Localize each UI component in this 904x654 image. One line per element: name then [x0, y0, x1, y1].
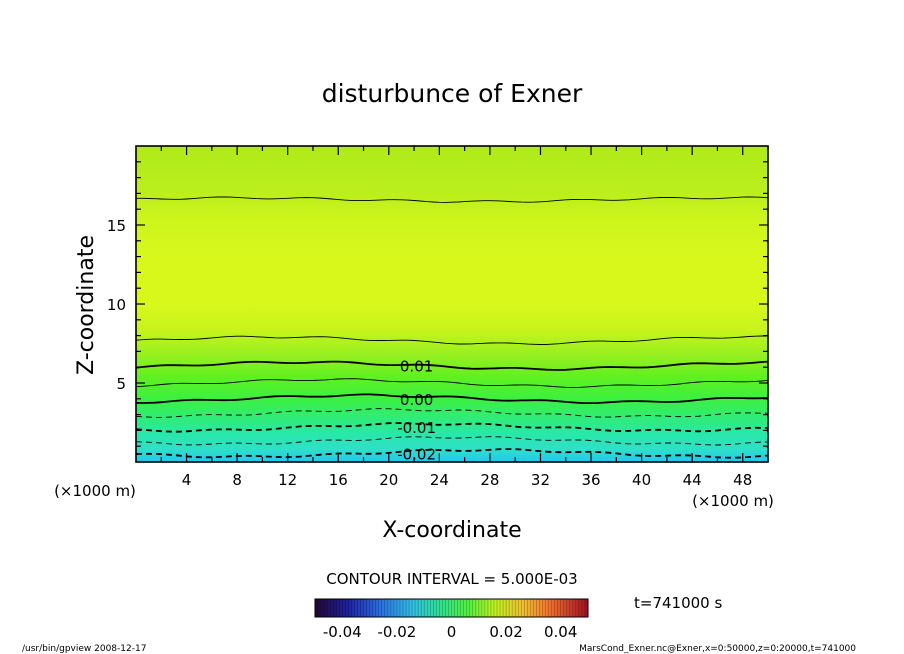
- contour-lines: -0.02 -0.01 0.00 0.01: [135, 196, 769, 463]
- colorbar-tick-label: 0: [447, 623, 457, 641]
- colorbar-stripes: [314, 599, 586, 617]
- x-unit-label: (×1000 m): [692, 492, 774, 510]
- x-tick-label: 4: [182, 471, 192, 489]
- contour-line: [135, 360, 769, 371]
- contour-line: [135, 378, 769, 388]
- x-tick-label: 48: [733, 471, 752, 489]
- contour-label: -0.01: [397, 419, 436, 437]
- colorbar-tick-label: -0.04: [323, 623, 362, 641]
- contour-label: 0.00: [400, 391, 433, 409]
- contour-line: [136, 196, 769, 203]
- x-tick-label: 24: [430, 471, 449, 489]
- time-label: t=741000 s: [634, 594, 722, 612]
- footer-right: MarsCond_Exner.nc@Exner,x=0:50000,z=0:20…: [579, 644, 856, 654]
- y-tick-label: 10: [107, 296, 126, 314]
- y-tick-label: 5: [116, 375, 126, 393]
- x-tick-label: 40: [632, 471, 651, 489]
- colorbar-tick-label: 0.04: [544, 623, 577, 641]
- y-axis-label: Z-coordinate: [74, 235, 99, 375]
- footer-left: /usr/bin/gpview 2008-12-17: [22, 644, 146, 654]
- x-tick-label: 36: [581, 471, 600, 489]
- x-tick-label: 32: [531, 471, 550, 489]
- contour-line: [135, 335, 768, 345]
- contour-interval-label: CONTOUR INTERVAL = 5.000E-03: [326, 570, 577, 588]
- colorbar-frame: [314, 598, 589, 618]
- contour-line: [135, 393, 769, 404]
- x-tick-label: 28: [480, 471, 499, 489]
- contour-label: -0.02: [397, 445, 436, 463]
- colorbar: -0.04 -0.02 0 0.02 0.04: [314, 598, 589, 641]
- plot-area: -0.02-0.010.000.01 4 8 12 16 20 24 28 32 36 40 44 4…: [107, 145, 769, 489]
- x-tick-label: 20: [379, 471, 398, 489]
- x-tick-label: 44: [683, 471, 702, 489]
- y-unit-label: (×1000 m): [54, 482, 136, 500]
- contour-line: [135, 408, 768, 418]
- contour-label: 0.01: [400, 358, 433, 376]
- contour-line: [135, 436, 769, 446]
- chart-title: disturbunce of Exner: [322, 79, 583, 108]
- y-tick-label: 15: [107, 217, 126, 235]
- x-axis-label: X-coordinate: [382, 518, 521, 543]
- colorbar-tick-label: 0.02: [489, 623, 522, 641]
- x-tick-label: 12: [278, 471, 297, 489]
- color-field: [136, 146, 768, 462]
- colorbar-tick-label: -0.02: [377, 623, 416, 641]
- x-tick-label: 16: [329, 471, 348, 489]
- contour-line: [135, 422, 769, 433]
- x-tick-label: 8: [232, 471, 242, 489]
- colorbar-gradient: [315, 599, 588, 617]
- contour-line: [135, 448, 769, 459]
- colorbar-ticks: -0.04 -0.02 0 0.02 0.04: [323, 623, 578, 641]
